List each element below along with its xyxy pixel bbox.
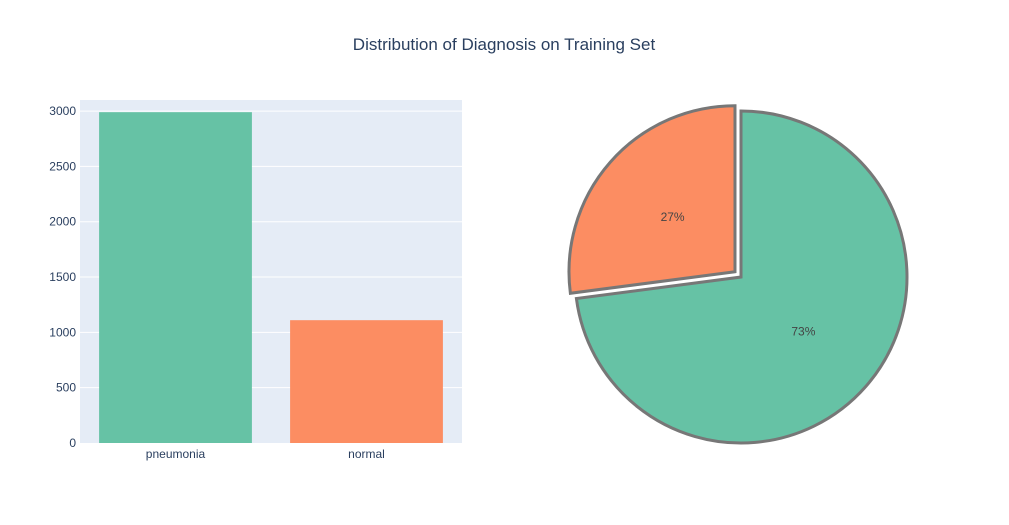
pie-slice-normal bbox=[567, 104, 737, 295]
y-tick-label: 0 bbox=[69, 436, 76, 450]
x-axis-ticks: pneumonia normal bbox=[146, 447, 385, 461]
y-tick-label: 2000 bbox=[49, 215, 76, 229]
bar-pneumonia bbox=[99, 112, 252, 444]
y-tick-label: 1000 bbox=[49, 325, 76, 339]
pie-label-normal: 27% bbox=[661, 210, 685, 224]
y-tick-label: 3000 bbox=[49, 104, 76, 118]
x-tick-label: normal bbox=[348, 447, 385, 461]
x-tick-label: pneumonia bbox=[146, 447, 206, 461]
bar-marks bbox=[99, 112, 443, 444]
y-axis-ticks: 0 500 1000 1500 2000 2500 3000 bbox=[49, 104, 76, 450]
y-tick-label: 500 bbox=[56, 381, 76, 395]
bar-chart: 0 500 1000 1500 2000 2500 3000 pneumonia normal bbox=[49, 100, 462, 461]
pie-slice-pneumonia bbox=[574, 109, 909, 445]
y-tick-label: 1500 bbox=[49, 270, 76, 284]
pie-slices bbox=[567, 104, 909, 445]
chart-title: Distribution of Diagnosis on Training Se… bbox=[353, 35, 656, 54]
pie-chart: 73% 27% bbox=[567, 104, 909, 445]
bar-normal bbox=[290, 320, 443, 443]
pie-labels: 73% 27% bbox=[661, 210, 816, 339]
y-tick-label: 2500 bbox=[49, 159, 76, 173]
pie-label-pneumonia: 73% bbox=[791, 325, 815, 339]
